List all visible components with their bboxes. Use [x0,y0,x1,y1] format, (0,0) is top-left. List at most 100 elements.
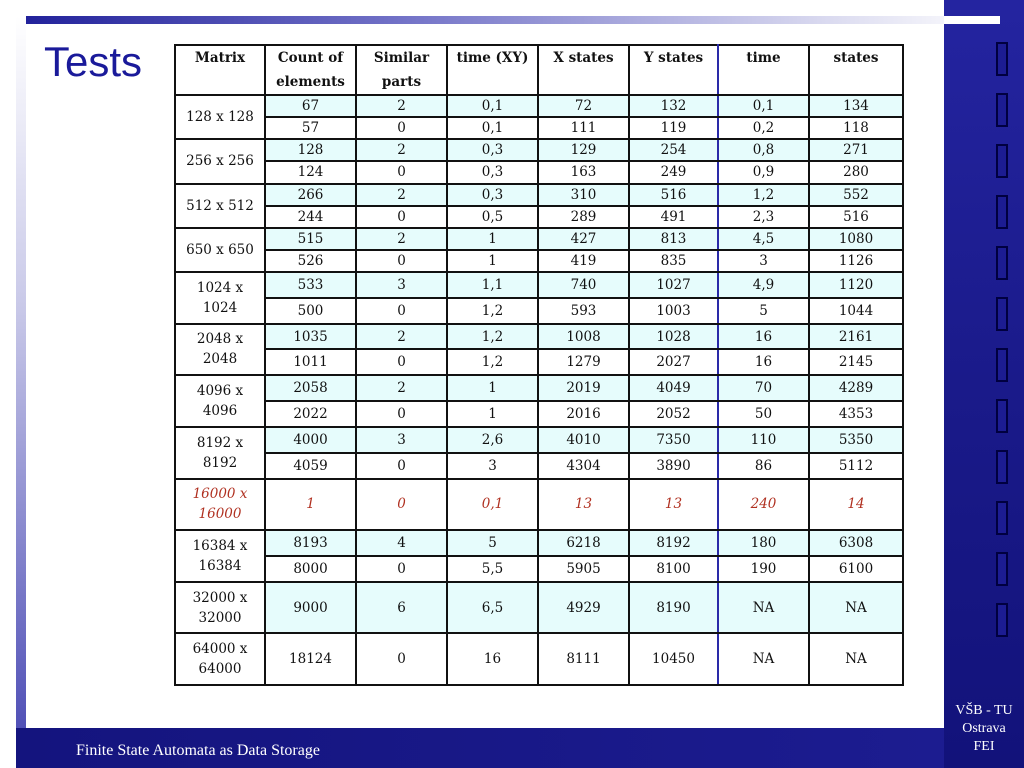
table-cell: 289 [537,204,630,229]
table-cell: 5905 [537,554,630,583]
column-header-line: Count of [277,50,344,66]
table-cell: 86 [717,451,810,480]
column-header-line: X states [553,50,614,66]
table-cell: 491 [628,204,719,229]
table-cell: 0 [355,248,448,274]
table-cell: 1,1 [446,271,539,299]
table-cell: 280 [808,160,904,185]
matrix-size-cell: 128 x 128 [174,93,266,141]
table-cell: NA [808,632,904,686]
decorative-block [996,42,1008,76]
column-header: time [717,44,810,96]
table-row: 4059 0 3 4304 3890 86 5112 [175,451,904,480]
table-cell: 3 [355,425,448,454]
table-cell: 2161 [808,322,904,351]
table-cell: 4059 [264,451,357,480]
table-cell: 4929 [537,580,630,635]
table-cell: 813 [628,226,719,251]
table-cell: 0 [355,554,448,583]
table-cell: 0,3 [446,138,539,163]
matrix-size-cell: 512 x 512 [174,182,266,229]
matrix-size-line: 2048 x [196,331,244,348]
matrix-size-cell: 32000 x 32000 [174,580,266,635]
table-cell: 552 [808,182,904,207]
table-cell: 128 [264,138,357,163]
bottom-white-strip [26,720,944,728]
matrix-size-line: 512 x 512 [186,197,254,214]
table-row: 64000 x 64000 18124 0 16 8111 10450 NA NA [174,632,904,686]
table-cell: 1 [264,477,357,532]
table-cell: 111 [537,116,630,141]
table-cell: 6308 [808,529,904,557]
institution-line: VŠB - TU [955,703,1013,718]
column-header: states [808,44,904,96]
table-cell: 2027 [628,348,719,377]
table-cell: 244 [264,204,357,229]
table-cell: 13 [537,477,630,532]
column-header: Similar parts [355,44,448,96]
table-cell: 1008 [537,322,630,351]
table-cell: 18124 [264,632,357,686]
table-cell: 1 [446,400,539,428]
table-cell: 1044 [808,296,904,325]
table-cell: 4353 [808,400,904,428]
table-cell: 2016 [537,400,630,428]
matrix-size-cell: 256 x 256 [174,138,266,185]
table-cell: 2 [355,226,448,251]
table-cell: 3 [355,271,448,299]
table-cell: 1,2 [446,322,539,351]
table-cell: 310 [537,182,630,207]
table-cell: 134 [808,93,904,119]
table-cell: 57 [264,116,357,141]
table-cell: NA [717,580,810,635]
institution-line: FEI [973,739,995,754]
table-cell: 129 [537,138,630,163]
decorative-block [996,501,1008,535]
matrix-size-line: 256 x 256 [186,153,254,170]
table-cell: 4,9 [717,271,810,299]
table-cell: 13 [628,477,719,532]
table-cell: 740 [537,271,630,299]
table-cell: 72 [537,93,630,119]
table-cell: 0,3 [446,182,539,207]
table-body: 128 x 128 67 2 0,1 72 132 0,1 134 57 0 0,1 111 119 0,… [174,93,904,686]
matrix-size-cell: 16384 x 16384 [174,529,266,583]
table-cell: 8193 [264,529,357,557]
table-cell: 5 [717,296,810,325]
matrix-size-line: 8192 x [196,434,244,451]
table-cell: 2145 [808,348,904,377]
column-header-line: Similar [373,50,430,66]
table-cell: 1126 [808,248,904,274]
table-cell: 3 [717,248,810,274]
table-cell: 50 [717,400,810,428]
matrix-size-line: 16000 [198,506,242,523]
column-header-line: time (XY) [456,50,529,66]
left-gradient-rail [16,16,26,752]
table-cell: 271 [808,138,904,163]
table-cell: 5350 [808,425,904,454]
table-cell: 4289 [808,374,904,403]
decorative-block [996,144,1008,178]
matrix-size-cell: 1024 x 1024 [174,271,266,325]
table-cell: 0 [355,160,448,185]
footer-title: Finite State Automata as Data Storage [76,742,320,759]
table-cell: 0,1 [446,477,539,532]
table-cell: 14 [808,477,904,532]
table-cell: 6 [355,580,448,635]
table-cell: 2052 [628,400,719,428]
matrix-size-line: 2048 [202,351,238,368]
table-cell: 16 [446,632,539,686]
top-gradient-line [16,16,1000,24]
table-cell: 7350 [628,425,719,454]
table-cell: 0 [355,348,448,377]
column-header-line: Matrix [194,50,246,66]
table-cell: 2,6 [446,425,539,454]
matrix-size-line: 1024 x [196,279,244,296]
table-cell: 132 [628,93,719,119]
table-cell: 0,1 [446,116,539,141]
matrix-size-line: 650 x 650 [186,241,254,258]
table-cell: 6218 [537,529,630,557]
table-cell: 10450 [628,632,719,686]
table-cell: 593 [537,296,630,325]
column-header-line: time [746,50,781,66]
